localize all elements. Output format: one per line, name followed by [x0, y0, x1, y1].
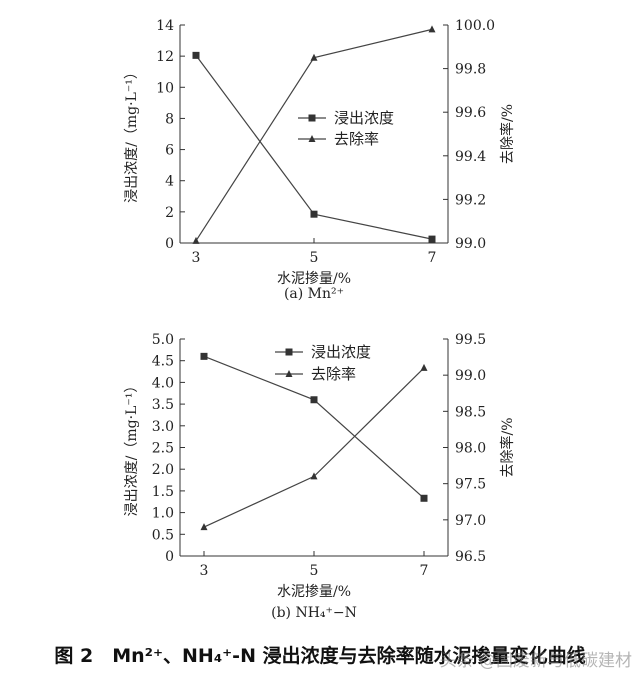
- chart2-right-axis-title: 去除率/%: [499, 417, 516, 477]
- chart1-series-2-line: [195, 28, 433, 242]
- chart2-legend-label: 浸出浓度: [311, 343, 371, 361]
- figure-caption: 图 2 Mn²⁺、NH₄⁺-N 浸出浓度与去除率随水泥掺量变化曲线: [54, 645, 586, 667]
- chart2-series-1-point: [310, 396, 318, 404]
- chart2-right-tick-label: 97.0: [455, 513, 486, 529]
- chart2-x-tick-label: 3: [200, 563, 209, 579]
- chart2-series-1-point: [420, 494, 428, 502]
- chart1-left-tick-label: 10: [156, 80, 174, 96]
- chart2-left-tick-label: 2.0: [152, 462, 174, 478]
- chart2-left-tick-label: 0.5: [152, 527, 174, 543]
- chart2-legend-marker: [285, 370, 293, 377]
- chart1-right-tick-label: 99.0: [455, 236, 486, 252]
- chart1-x-axis-title: 水泥掺量/%: [277, 270, 351, 287]
- chart2-left-tick-label: 4.0: [152, 375, 174, 391]
- chart1-left-axis-title: 浸出浓度/（mg·L⁻¹）: [124, 65, 140, 203]
- chart1-left-tick-label: 14: [156, 18, 174, 34]
- chart1-left-tick-label: 12: [156, 49, 174, 65]
- watermark: 头条 @固废新与低碳建材: [439, 651, 632, 671]
- chart1-legend-marker: [308, 114, 316, 122]
- chart1-right-tick-label: 99.8: [455, 62, 486, 78]
- chart1-x-tick-label: 5: [310, 250, 319, 266]
- chart2-left-tick-label: 2.5: [152, 441, 174, 457]
- chart2-left-tick-label: 1.5: [152, 484, 174, 500]
- chart2-left-tick-label: 3.5: [152, 397, 174, 413]
- chart2-x-tick-label: 7: [420, 563, 429, 579]
- chart1-legend-label: 去除率: [334, 130, 379, 148]
- chart1-series-1-point: [310, 210, 318, 218]
- chart2-right-tick-label: 96.5: [455, 549, 486, 565]
- chart1-subcaption: (a) Mn²⁺: [284, 286, 344, 302]
- chart1-left-tick-label: 4: [165, 174, 174, 190]
- chart1-series-2-point: [428, 25, 436, 33]
- chart2-left-tick-label: 0: [165, 549, 174, 565]
- chart2-right-tick-label: 98.0: [455, 441, 486, 457]
- chart2-left-tick-label: 4.5: [152, 354, 174, 370]
- chart1-left-tick-label: 0: [165, 236, 174, 252]
- chart2-left-axis-title: 浸出浓度/（mg·L⁻¹）: [124, 379, 140, 517]
- chart2-legend-label: 去除率: [311, 365, 356, 383]
- chart1-right-tick-label: 99.4: [455, 149, 486, 165]
- chart2-right-tick-label: 97.5: [455, 477, 486, 493]
- chart2-legend-marker: [285, 348, 293, 356]
- chart1-x-tick-label: 3: [192, 250, 201, 266]
- chart2-right-tick-label: 99.0: [455, 368, 486, 384]
- chart2-left-tick-label: 5.0: [152, 332, 174, 348]
- chart2-series-1-point: [200, 352, 208, 360]
- chart2-subcaption: (b) NH₄⁺−N: [271, 605, 357, 621]
- chart2-x-axis-title: 水泥掺量/%: [277, 583, 351, 600]
- chart2-x-tick-label: 5: [310, 563, 319, 579]
- chart1-series-2-point: [192, 236, 200, 244]
- chart2-series-2-point: [200, 523, 208, 531]
- chart2-right-tick-label: 98.5: [455, 404, 486, 420]
- chart1-right-tick-label: 99.6: [455, 105, 486, 121]
- chart2-series-2-line: [203, 367, 425, 528]
- chart1-series-2-point: [310, 53, 318, 61]
- chart2-series-2-point: [420, 363, 428, 371]
- chart1-series-1-point: [428, 235, 436, 243]
- figure-canvas: 0 2 4 6 8 10 12 14 99.0 99.2 99.4 99.6 99.8 100.0 3 5 7 水…: [124, 18, 516, 621]
- chart1-legend-marker: [308, 135, 316, 142]
- chart2-right-tick-label: 99.5: [455, 332, 486, 348]
- chart1-left-tick-label: 2: [165, 205, 174, 221]
- chart1-right-axis-title: 去除率/%: [499, 104, 516, 164]
- chart2-series-2-point: [310, 472, 318, 480]
- chart1-legend-label: 浸出浓度: [334, 109, 394, 127]
- chart2-left-tick-label: 1.0: [152, 506, 174, 522]
- chart1-right-tick-label: 99.2: [455, 192, 486, 208]
- chart1-left-tick-label: 8: [165, 111, 174, 127]
- chart1-right-tick-label: 100.0: [455, 18, 495, 34]
- chart1-series-1-point: [192, 51, 200, 59]
- chart1-x-tick-label: 7: [428, 250, 437, 266]
- chart2-left-tick-label: 3.0: [152, 419, 174, 435]
- chart1-left-tick-label: 6: [165, 143, 174, 159]
